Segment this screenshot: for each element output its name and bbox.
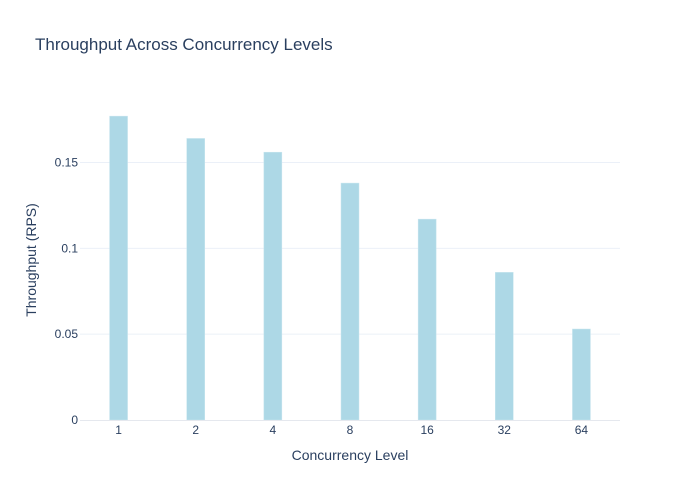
bars [109,115,591,421]
x-axis-ticks: 1 2 4 8 16 32 64 [115,423,588,437]
x-tick-label: 16 [420,423,434,437]
bar [186,138,205,421]
x-tick-label: 32 [498,423,512,437]
x-tick-label: 8 [347,423,354,437]
bar [495,272,514,421]
bar [340,182,360,421]
x-tick-label: 64 [575,423,589,437]
x-tick-label: 4 [270,423,277,437]
y-tick-label: 0.1 [61,241,78,255]
bar [417,218,437,421]
x-tick-label: 2 [192,423,199,437]
x-axis-label: Concurrency Level [292,447,409,463]
bar [572,328,591,421]
y-axis-ticks: 0 0.05 0.1 0.15 [55,155,79,427]
y-axis-label: Throughput (RPS) [23,203,39,317]
y-tick-label: 0 [71,413,78,427]
x-tick-label: 1 [115,423,122,437]
bar [263,151,283,421]
y-tick-label: 0.05 [55,327,79,341]
bar [109,115,128,421]
y-tick-label: 0.15 [55,155,79,169]
chart-title: Throughput Across Concurrency Levels [35,35,333,54]
